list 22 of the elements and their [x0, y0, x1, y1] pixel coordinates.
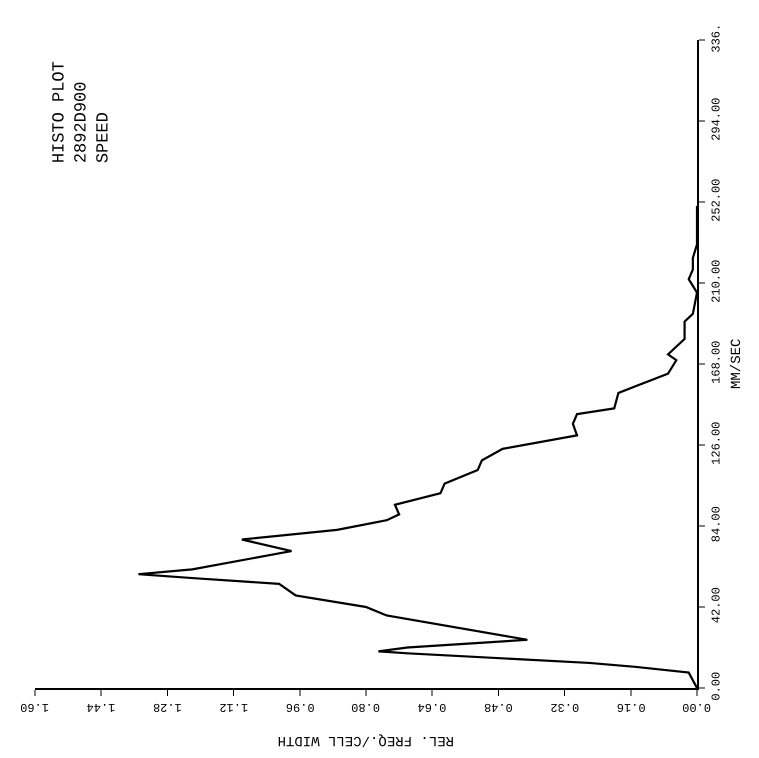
x-tick-label: 0.00 [682, 700, 711, 714]
x-tick-label: 0.32 [550, 700, 580, 714]
y-tick-label: 42.00 [709, 587, 724, 624]
x-tick-label: 1.28 [152, 700, 182, 714]
x-tick-label: 1.44 [86, 700, 116, 714]
text: HISTO PLOT 2892D900 SPEED [50, 61, 114, 164]
y-tick-label: 126.00 [709, 422, 724, 465]
y-tick-label: 252.00 [709, 178, 724, 222]
y-tick-label: 294.00 [709, 98, 724, 141]
y-tick-label: 84.00 [709, 506, 724, 542]
x-tick-label: 0.16 [616, 700, 646, 714]
y-tick-label: 210.00 [709, 260, 724, 303]
x-tick-label: 0.96 [286, 700, 315, 714]
y-tick-label: 336. [709, 24, 724, 53]
y-tick-label: 168.00 [709, 340, 724, 384]
x-tick-label: 1.60 [20, 700, 49, 714]
x-tick-label: 0.48 [484, 700, 513, 714]
x-tick-label: 1.12 [219, 700, 248, 714]
x-tick-label: 0.64 [418, 700, 446, 714]
x-tick-label: 0.80 [351, 700, 380, 714]
x-axis-title: REL. FREQ./CELL WIDTH [278, 732, 454, 748]
y-axis-title: MM/SEC [729, 338, 745, 389]
